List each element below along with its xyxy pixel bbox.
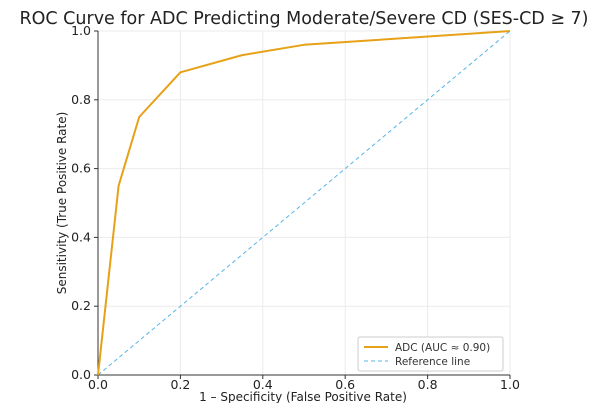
x-tick-label: 0.4 — [253, 377, 273, 392]
y-tick-label: 1.0 — [71, 23, 91, 38]
x-tick-label: 0.0 — [88, 377, 108, 392]
y-axis-label: Sensitivity (True Positive Rate) — [55, 112, 69, 295]
y-tick-label: 0.2 — [71, 298, 91, 313]
legend: ADC (AUC ≈ 0.90) Reference line — [357, 336, 504, 372]
legend-reference-label: Reference line — [395, 356, 470, 368]
chart-title: ROC Curve for ADC Predicting Moderate/Se… — [19, 9, 588, 29]
legend-adc-label: ADC (AUC ≈ 0.90) — [395, 342, 490, 354]
x-tick-label: 1.0 — [500, 377, 520, 392]
x-tick-labels: 0.0 0.2 0.4 0.6 0.8 1.0 — [88, 377, 520, 392]
x-axis-label: 1 – Specificity (False Positive Rate) — [199, 390, 407, 403]
y-tick-label: 0.8 — [71, 92, 91, 107]
reference-line — [97, 30, 511, 376]
legend-box — [357, 336, 504, 372]
y-tick-label: 0.6 — [71, 161, 91, 176]
x-tick-label: 0.8 — [418, 377, 438, 392]
y-tick-label: 0.4 — [71, 229, 91, 244]
y-tick-label: 0.0 — [71, 367, 91, 382]
series-lines — [97, 30, 511, 376]
plot-axes — [94, 30, 511, 379]
x-tick-label: 0.2 — [170, 377, 190, 392]
x-tick-label: 0.6 — [335, 377, 355, 392]
y-tick-labels: 0.0 0.2 0.4 0.6 0.8 1.0 — [71, 23, 91, 382]
